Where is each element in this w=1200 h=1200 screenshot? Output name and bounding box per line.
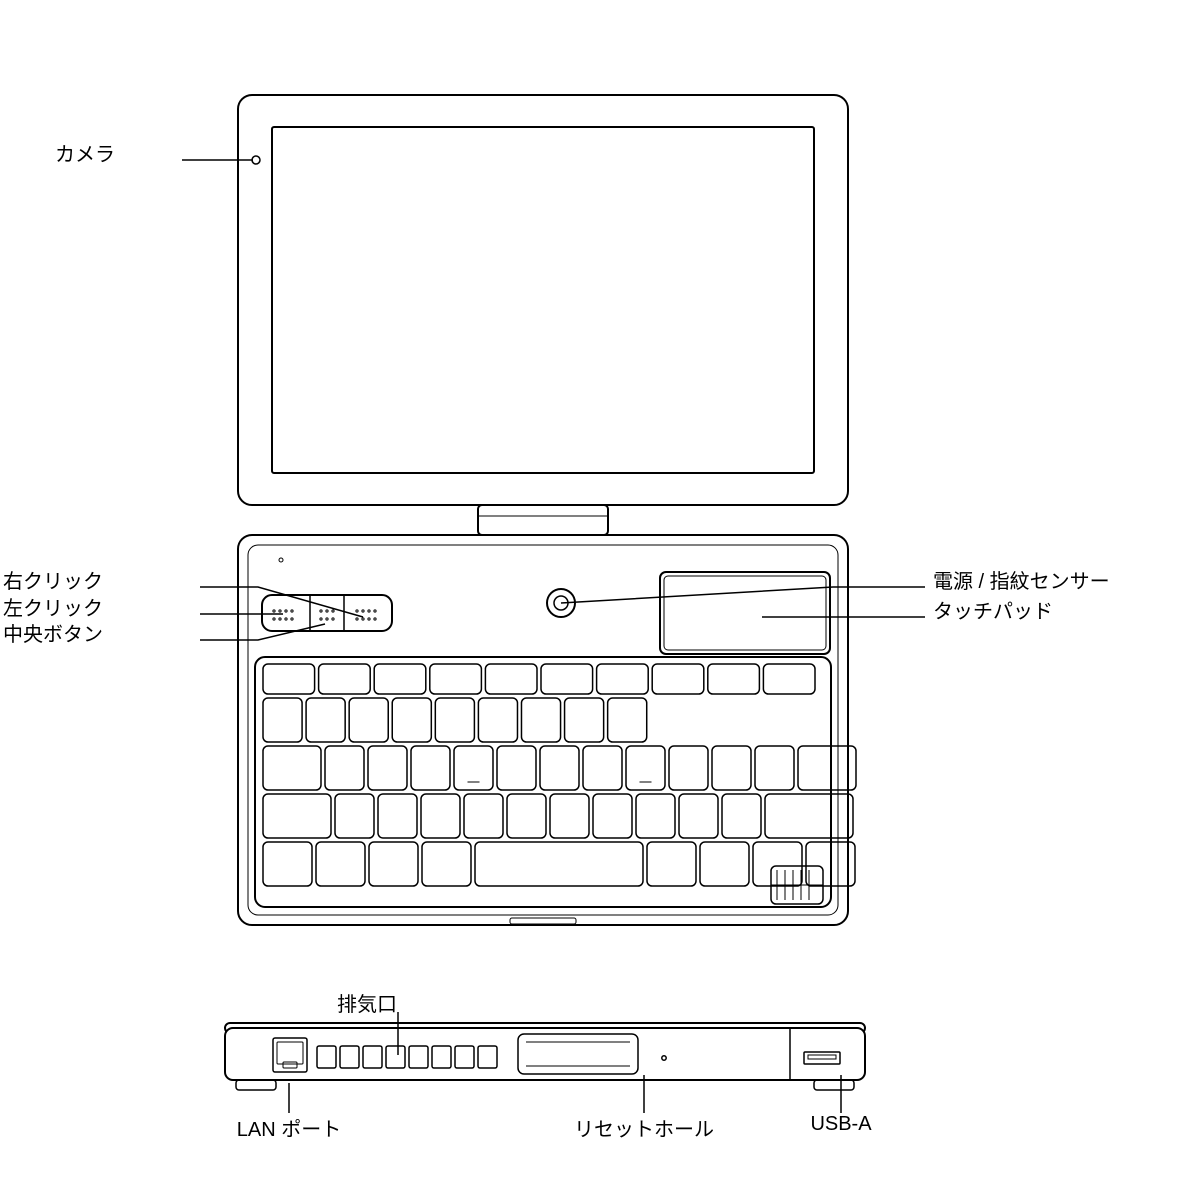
diagram-canvas: { "meta": { "type": "diagram", "subject"… (0, 0, 1200, 1200)
label-reset-hole: リセットホール (574, 1113, 714, 1142)
label-camera: カメラ (55, 138, 115, 167)
label-right-click: 右クリック (3, 565, 103, 594)
label-lan-port: LAN ポート (237, 1113, 341, 1142)
label-center-button: 中央ボタン (3, 618, 103, 647)
label-usb-a: USB-A (810, 1113, 871, 1136)
label-left-click: 左クリック (3, 592, 103, 621)
label-touchpad: タッチパッド (933, 595, 1053, 624)
label-power-fingerprint: 電源 / 指紋センサー (933, 565, 1110, 594)
label-exhaust: 排気口 (337, 988, 397, 1017)
